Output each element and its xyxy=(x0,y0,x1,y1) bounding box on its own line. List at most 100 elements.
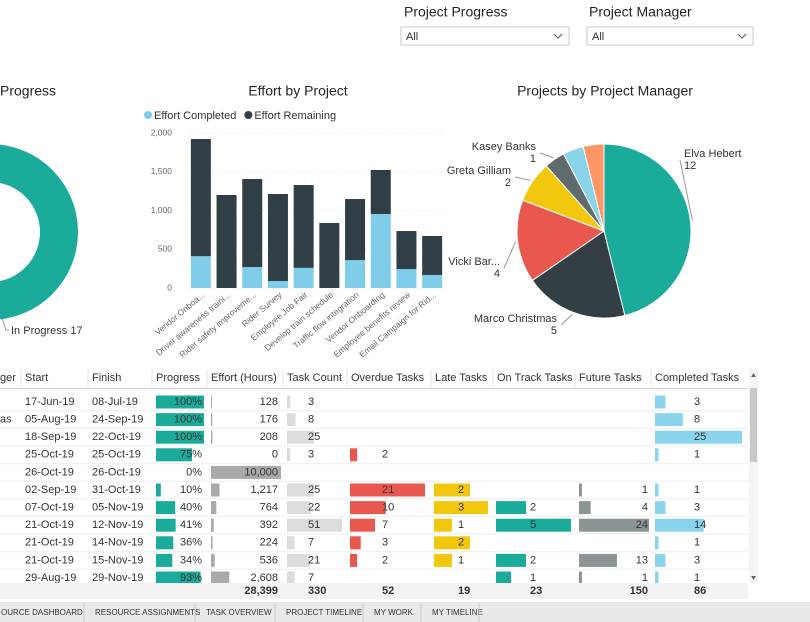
total-cell: 52 xyxy=(382,585,394,597)
pie-label-name: Elva Hebert xyxy=(684,148,741,160)
data-bar xyxy=(579,553,617,567)
cell: 2 xyxy=(530,554,536,566)
data-bar xyxy=(350,501,386,515)
data-bar xyxy=(156,501,176,515)
data-bar xyxy=(156,571,201,583)
cell: 3 xyxy=(458,502,464,514)
scroll-thumb[interactable] xyxy=(750,388,757,462)
page-tab[interactable]: TASK OVERVIEW xyxy=(206,608,272,617)
legend-label: Effort Remaining xyxy=(254,110,336,122)
bar-segment xyxy=(370,213,391,288)
cell: 08-Jul-19 xyxy=(92,396,138,408)
total-cell: 330 xyxy=(308,585,326,597)
cell: 29-Nov-19 xyxy=(92,572,143,584)
data-bar xyxy=(655,483,659,497)
cell: 13 xyxy=(636,554,648,566)
cell: 1 xyxy=(694,449,700,461)
cell: 1,217 xyxy=(250,484,278,496)
dropdown-chevron xyxy=(553,33,563,39)
column-header[interactable]: Future Tasks xyxy=(579,372,642,384)
scrollbar[interactable] xyxy=(749,368,758,583)
cell: 3 xyxy=(694,554,700,566)
page-tab[interactable]: PROJECT TIMELINE xyxy=(286,608,362,617)
cell: 18-Sep-19 xyxy=(25,431,76,443)
data-bar xyxy=(211,501,217,515)
cell: 17-Jun-19 xyxy=(25,396,75,408)
cell: 100% xyxy=(174,396,202,408)
chart-title: Effort by Project xyxy=(248,83,347,99)
dropdown[interactable] xyxy=(586,26,754,46)
bar-segment xyxy=(267,281,288,288)
cell: 8 xyxy=(308,414,314,426)
column-header[interactable]: Overdue Tasks xyxy=(351,372,425,384)
page-tab[interactable]: MY TIMELINE xyxy=(432,608,483,617)
bar-segment xyxy=(345,199,366,261)
cell: 536 xyxy=(260,554,278,566)
cell: 0 xyxy=(272,449,278,461)
scroll-up[interactable] xyxy=(751,373,756,377)
page-tab[interactable]: MY WORK xyxy=(374,608,414,617)
column-header[interactable]: Finish xyxy=(92,372,121,384)
bar-segment xyxy=(242,267,263,288)
cell: 208 xyxy=(260,431,278,443)
column-header[interactable]: Completed Tasks xyxy=(655,372,740,384)
y-tick-label: 2,000 xyxy=(151,127,173,137)
cell: 07-Oct-19 xyxy=(25,502,74,514)
column-header[interactable]: Task Count xyxy=(287,372,342,384)
cell: 1 xyxy=(642,572,648,584)
y-tick-label: 500 xyxy=(158,244,172,254)
column-header[interactable]: Start xyxy=(25,372,48,384)
column-header[interactable]: Late Tasks xyxy=(435,372,488,384)
totals-row xyxy=(0,583,748,599)
bar-segment xyxy=(293,267,314,288)
dropdown-value: All xyxy=(406,31,418,43)
bar-segment xyxy=(190,256,211,288)
leader-line xyxy=(514,176,531,181)
y-tick-label: 0 xyxy=(167,282,172,292)
cell: 2 xyxy=(458,537,464,549)
cell: 25 xyxy=(308,431,320,443)
pie-label-value: 4 xyxy=(494,268,500,280)
total-cell: 19 xyxy=(458,585,470,597)
column-header[interactable]: Progress xyxy=(156,372,201,384)
page-tab[interactable]: RESOURCE ASSIGNMENTS xyxy=(95,608,200,617)
cell: as xyxy=(0,414,12,426)
cell: 7 xyxy=(308,572,314,584)
data-bar xyxy=(655,413,683,427)
pie-label-value: 2 xyxy=(505,177,511,189)
total-cell: 150 xyxy=(630,585,648,597)
donut-label: In Progress 17 xyxy=(11,325,83,337)
cell: 392 xyxy=(260,519,278,531)
cell: 22 xyxy=(308,502,320,514)
pie-label-value: 5 xyxy=(551,325,557,337)
cell: 21 xyxy=(308,554,320,566)
pie-slice xyxy=(516,199,606,282)
cell: 176 xyxy=(260,414,278,426)
legend-label: Effort Completed xyxy=(154,110,236,122)
column-header[interactable]: ger xyxy=(0,372,16,384)
cell: 25 xyxy=(308,484,320,496)
data-bar xyxy=(211,465,281,479)
column-header[interactable]: On Track Tasks xyxy=(497,372,573,384)
data-bar xyxy=(655,536,659,550)
data-bar xyxy=(211,553,215,567)
cell: 5 xyxy=(530,519,536,531)
data-bar xyxy=(156,448,192,462)
data-bar xyxy=(434,536,470,550)
cell: 1 xyxy=(458,554,464,566)
bar-segment xyxy=(422,274,443,288)
data-bar xyxy=(211,536,213,550)
dropdown[interactable] xyxy=(400,26,570,46)
column-header[interactable]: Effort (Hours) xyxy=(211,372,277,384)
cell: 75% xyxy=(180,449,202,461)
scroll-down[interactable] xyxy=(751,576,756,580)
leader-line xyxy=(503,241,517,269)
page-tab[interactable]: OURCE DASHBOARD xyxy=(1,608,83,617)
y-tick-label: 1,000 xyxy=(151,205,173,215)
cell: 26-Oct-19 xyxy=(92,466,141,478)
legend-swatch xyxy=(244,111,253,119)
cell: 21-Oct-19 xyxy=(25,554,74,566)
cell: 224 xyxy=(260,537,278,549)
y-tick-label: 1,500 xyxy=(151,166,173,176)
